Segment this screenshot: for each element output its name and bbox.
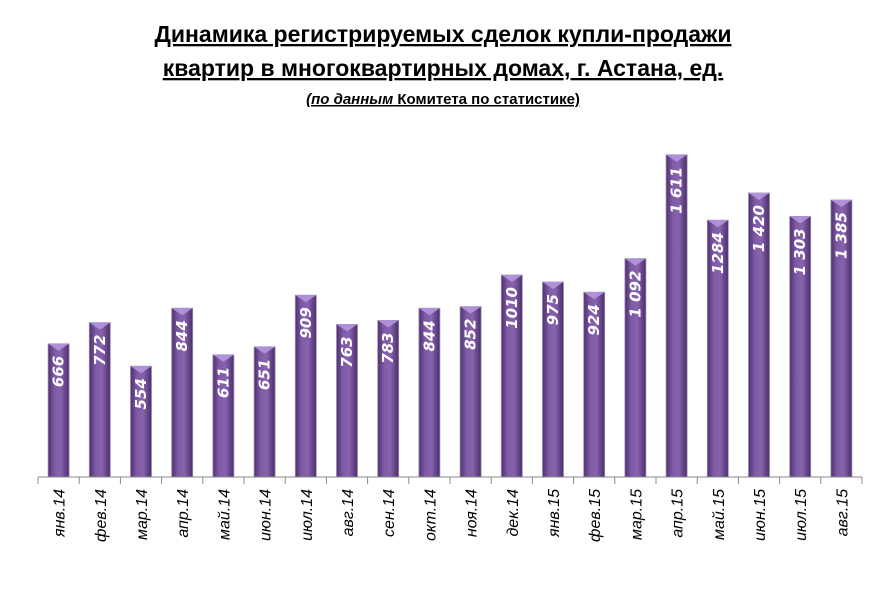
- x-tick-label: фев.14: [93, 489, 110, 542]
- data-label: 1 385: [832, 212, 850, 259]
- data-label: 763: [338, 336, 356, 367]
- data-label: 844: [420, 320, 438, 351]
- data-label: 611: [214, 367, 232, 398]
- data-label: 909: [297, 307, 315, 338]
- bar-cap: [748, 193, 770, 200]
- data-label: 1 092: [626, 271, 644, 318]
- data-label: 844: [173, 320, 191, 351]
- data-label: 666: [50, 356, 68, 387]
- x-tick-label: июл.15: [793, 489, 810, 541]
- data-label: 975: [544, 294, 562, 325]
- bar-cap: [707, 220, 729, 228]
- data-label: 651: [256, 359, 274, 390]
- data-label: 783: [379, 332, 397, 363]
- data-label: 1 420: [750, 205, 768, 252]
- bar-cap: [542, 282, 564, 289]
- x-tick-label: май.15: [711, 489, 728, 540]
- bar-cap: [583, 292, 605, 300]
- data-label: 772: [91, 335, 109, 366]
- chart-title-line2: квартир в многоквартирных домах, г. Аста…: [163, 55, 723, 81]
- bar-cap: [295, 295, 317, 303]
- bar-cap: [171, 308, 193, 316]
- bar-cap: [89, 322, 111, 330]
- bar-cap: [501, 275, 523, 282]
- x-tick-label: апр.15: [670, 489, 687, 538]
- x-tick-label: окт.14: [422, 489, 439, 541]
- x-tick-label: июн.15: [752, 489, 769, 541]
- data-label: 1284: [709, 232, 727, 274]
- x-tick-label: янв.15: [546, 489, 563, 538]
- bar-cap: [418, 308, 440, 316]
- x-tick-label: апр.14: [175, 489, 192, 538]
- x-tick-label: авг.14: [340, 489, 357, 536]
- bar-cap: [48, 343, 70, 351]
- data-label: 1 303: [791, 228, 809, 275]
- data-label: 1010: [503, 287, 521, 329]
- x-tick-label: июн.14: [258, 489, 275, 541]
- x-tick-label: дек.14: [505, 489, 522, 537]
- x-tick-label: авг.15: [834, 489, 851, 536]
- x-tick-label: сен.14: [381, 489, 398, 537]
- bar-cap: [624, 258, 646, 266]
- x-tick-label: янв.14: [52, 489, 69, 538]
- bar-cap: [254, 346, 276, 354]
- bar-cap: [460, 306, 482, 314]
- subtitle-italic: (по данным: [306, 91, 393, 108]
- x-tick-label: фев.15: [587, 489, 604, 542]
- data-label: 554: [132, 378, 150, 409]
- x-tick-label: мар.14: [134, 489, 151, 540]
- subtitle-rest: Комитета по статистике): [393, 91, 580, 108]
- x-tick-label: ноя.14: [464, 489, 481, 537]
- data-label: 1 611: [668, 167, 686, 214]
- bar-cap: [336, 324, 358, 332]
- bar-cap: [830, 200, 852, 207]
- bar-cap: [130, 366, 152, 374]
- x-tick-label: май.14: [216, 489, 233, 540]
- bar-cap: [666, 154, 688, 162]
- bar-cap: [377, 320, 399, 328]
- data-label: 852: [462, 319, 480, 350]
- data-label: 924: [585, 304, 603, 335]
- chart-subtitle: (по данным Комитета по статистике): [306, 91, 580, 108]
- bar-cap: [212, 354, 234, 362]
- bar-cap: [789, 216, 811, 224]
- chart-title-line1: Динамика регистрируемых сделок купли-про…: [155, 21, 732, 47]
- x-tick-label: мар.15: [628, 489, 645, 540]
- x-tick-label: июл.14: [299, 489, 316, 541]
